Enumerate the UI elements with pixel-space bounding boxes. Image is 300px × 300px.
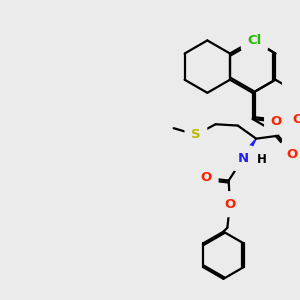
Text: O: O <box>271 115 282 128</box>
Text: O: O <box>292 112 300 125</box>
Text: Cl: Cl <box>247 34 262 47</box>
Text: H: H <box>256 153 266 166</box>
Text: O: O <box>286 148 297 161</box>
Text: S: S <box>191 128 201 141</box>
Polygon shape <box>240 139 256 160</box>
Text: O: O <box>224 198 236 211</box>
Text: N: N <box>238 152 249 165</box>
Text: O: O <box>201 172 212 184</box>
